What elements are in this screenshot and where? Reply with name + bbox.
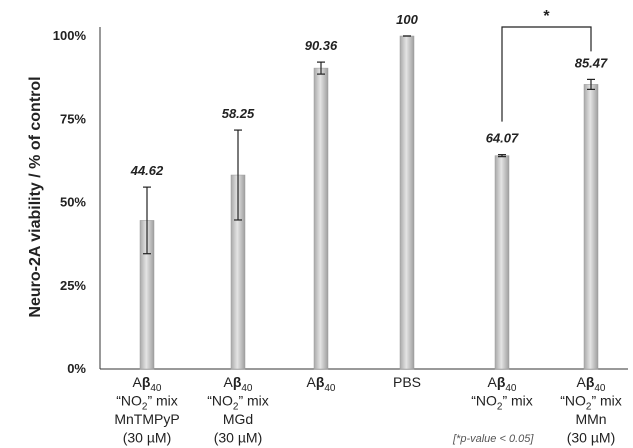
category-label-line: Aβ40 [487,374,516,394]
category-label-line: (30 µM) [567,430,616,446]
y-tick-label: 25% [60,278,86,293]
bar [583,84,599,370]
bar [399,35,415,370]
error-bar [234,129,242,221]
significance-line [501,26,592,122]
value-label: 64.07 [486,131,519,146]
category-label-line: MGd [223,411,253,427]
error-bar [317,61,325,75]
significance-bracket: * [501,8,592,122]
category-label: Aβ40“NO2” mix [471,374,533,413]
bars [139,35,599,370]
category-label-line: Aβ40 [576,374,605,394]
error-bar [143,186,151,255]
error-bars [143,35,595,255]
category-label-line: (30 µM) [214,430,263,446]
y-tick-label: 100% [53,28,87,43]
category-label-line: MnTMPyP [114,411,179,427]
value-label: 58.25 [222,106,255,121]
error-bar [498,154,506,158]
category-label-line: “NO2” mix [471,393,533,413]
y-axis-label: Neuro-2A viability / % of control [27,76,44,317]
p-value-note: [*p-value < 0.05] [452,433,534,445]
category-label: PBS [393,374,421,390]
value-label: 44.62 [130,163,164,178]
significance-star: * [543,8,550,25]
category-label-line: Aβ40 [132,374,161,394]
value-label: 100 [396,12,418,27]
category-label-line: MMn [575,411,606,427]
category-label-line: Aβ40 [306,374,335,394]
category-label-line: “NO2” mix [207,393,269,413]
y-tick-labels: 0% 25% 50% 75% 100% [53,28,87,376]
category-label-line: (30 µM) [123,430,172,446]
value-label: 90.36 [305,38,338,53]
bar [494,155,510,370]
bar [313,67,329,370]
category-label-line: “NO2” mix [560,393,622,413]
value-label: 85.47 [575,55,608,70]
y-tick-label: 0% [67,361,86,376]
value-labels: 44.62 58.25 90.36 100 64.07 85.47 [130,12,608,178]
y-tick-label: 50% [60,195,86,210]
category-label-line: PBS [393,374,421,390]
category-label-line: “NO2” mix [116,393,178,413]
error-bar [587,78,595,90]
category-label-line: Aβ40 [223,374,252,394]
y-tick-label: 75% [60,111,86,126]
category-label: Aβ40 [306,374,335,394]
